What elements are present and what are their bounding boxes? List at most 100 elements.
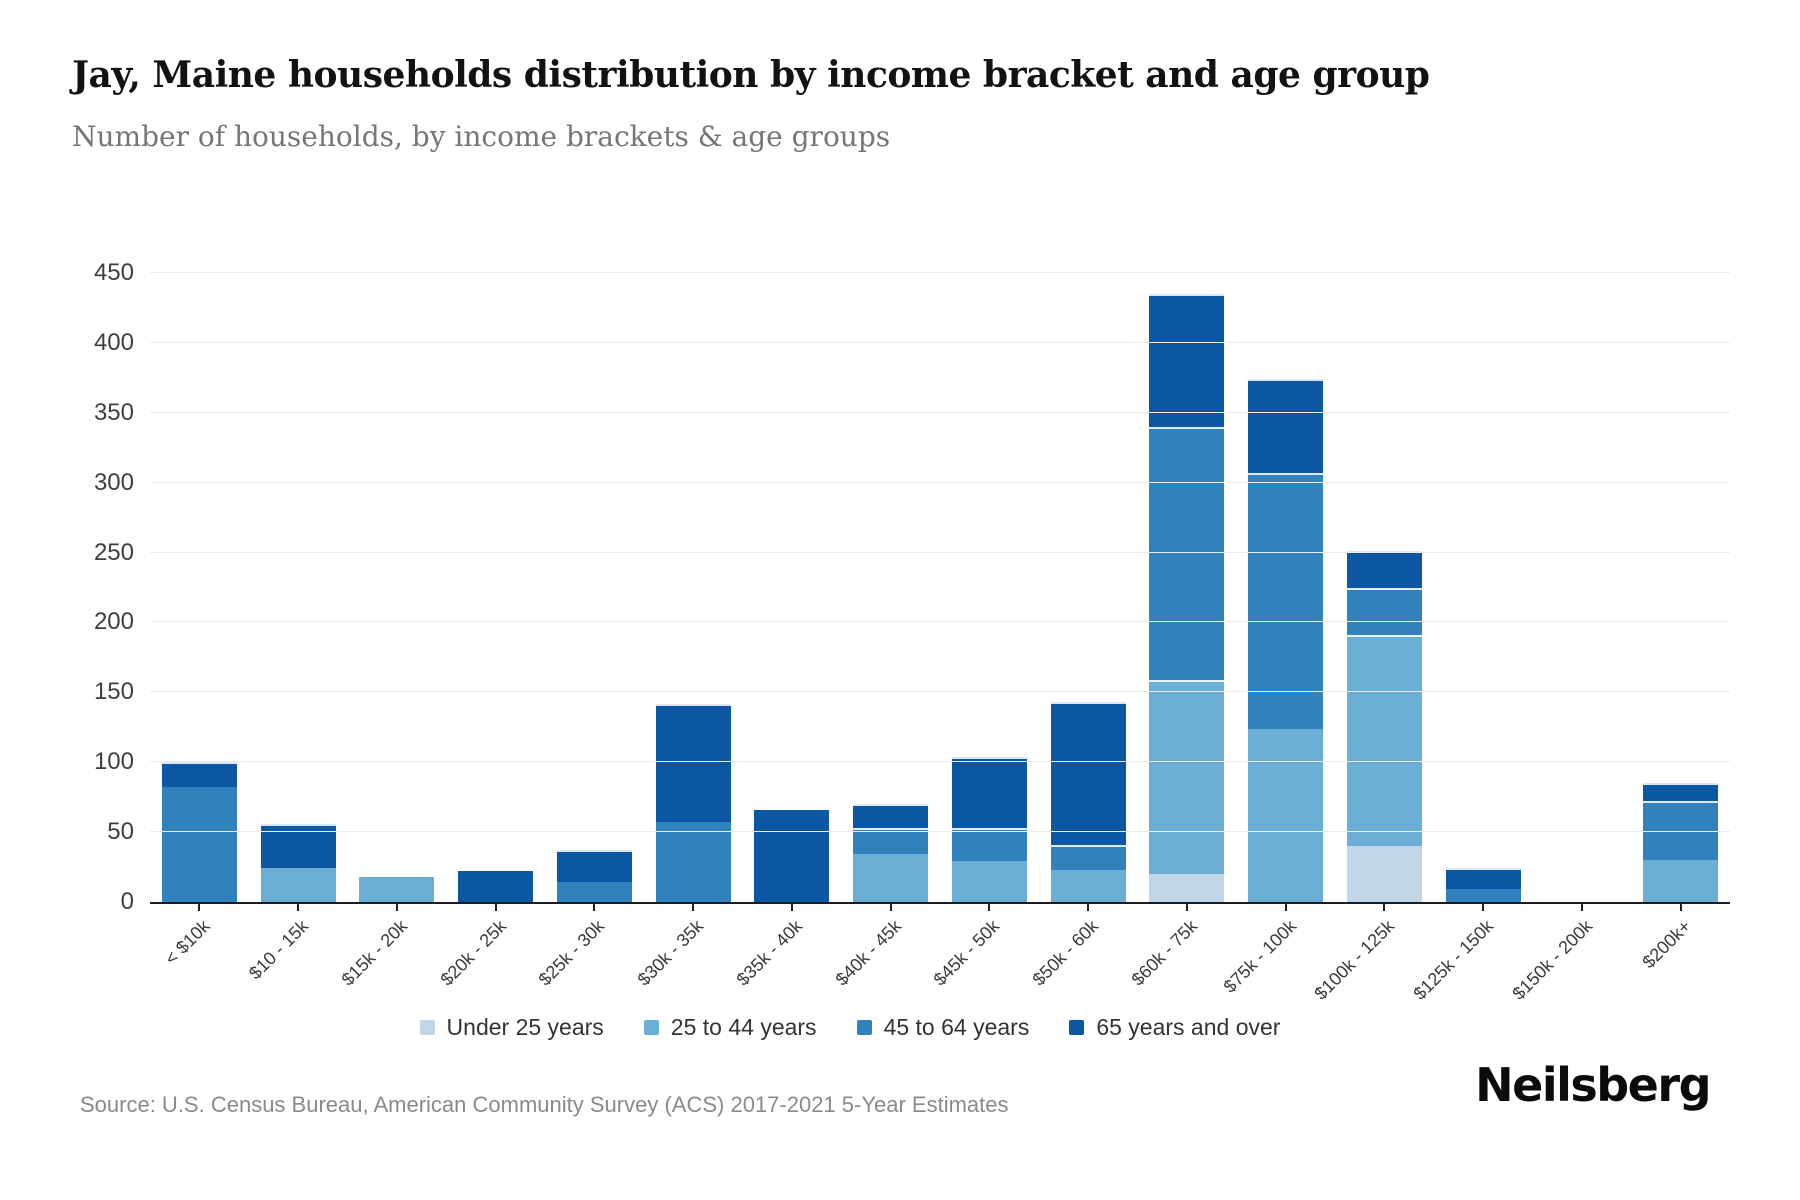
bar-segment-45-to-64-years[interactable] [1346, 587, 1422, 636]
gridline-300 [150, 481, 1730, 483]
bar-segment-25-to-44-years[interactable] [853, 854, 929, 902]
x-axis-tick [1383, 904, 1386, 911]
x-axis-tick [198, 904, 201, 911]
legend-item-25-to-44-years[interactable]: 25 to 44 years [643, 1014, 817, 1041]
gridline-150 [150, 691, 1730, 693]
y-axis-label-450: 450 [93, 259, 134, 286]
bar-segment-65-years-and-over[interactable] [458, 871, 534, 902]
bar-segment-25-to-44-years[interactable] [1643, 860, 1719, 902]
legend-label-65-years-and-over: 65 years and over [1096, 1014, 1281, 1040]
bar-segment-65-years-and-over[interactable] [951, 756, 1027, 828]
bar-segment-25-to-44-years[interactable] [1346, 635, 1422, 847]
x-axis-tick [1185, 904, 1188, 911]
x-axis-tick [1482, 904, 1485, 911]
bar-slot-150k-200k: $150k - 200k [1508, 273, 1632, 1004]
y-axis-label-250: 250 [93, 538, 134, 566]
bar-segment-65-years-and-over[interactable] [1445, 868, 1521, 890]
bar-slot-200k: $200k+ [1631, 273, 1730, 972]
bar-segment-65-years-and-over[interactable] [556, 850, 632, 883]
legend-swatch-under-25-years [419, 1020, 435, 1035]
x-axis-tick [1580, 904, 1583, 911]
x-axis-tick [395, 904, 398, 911]
bar-slot-10k: < $10k [150, 273, 249, 969]
x-axis-label-25k-30k: $25k - 30k [534, 916, 609, 990]
bar-segment-65-years-and-over[interactable] [1643, 783, 1719, 802]
page-title: Jay, Maine households distribution by in… [72, 54, 1430, 96]
x-axis-label-75k-100k: $75k - 100k [1219, 916, 1300, 997]
x-axis-label-60k-75k: $60k - 75k [1127, 916, 1202, 990]
bar-slot-25k-30k: $25k - 30k [535, 273, 644, 990]
legend-item-45-to-64-years[interactable]: 45 to 64 years [856, 1014, 1030, 1041]
bar-segment-45-to-64-years[interactable] [1248, 472, 1324, 729]
gridline-400 [150, 341, 1730, 343]
bar-segment-25-to-44-years[interactable] [260, 868, 336, 902]
bar-segment-45-to-64-years[interactable] [1149, 426, 1225, 680]
bar-slot-100k-125k: $100k - 125k [1311, 273, 1434, 1004]
x-axis-tick [1087, 904, 1090, 911]
bar-segment-45-to-64-years[interactable] [655, 822, 731, 902]
source-note: Source: U.S. Census Bureau, American Com… [80, 1092, 1009, 1117]
bar-segment-45-to-64-years[interactable] [161, 787, 237, 902]
bar-segment-65-years-and-over[interactable] [1149, 294, 1225, 427]
x-axis-tick [988, 904, 991, 911]
y-axis-label-50: 50 [107, 818, 134, 846]
plot-area: < $10k $10 - 15k $15k - 20k $20k - 25k $25k … [150, 272, 1730, 1004]
y-axis-label-200: 200 [93, 608, 134, 636]
bar-slot-35k-40k: $35k - 40k [732, 273, 842, 990]
bar-segment-under-25-years[interactable] [1149, 874, 1225, 902]
legend-label-45-to-64-years: 45 to 64 years [883, 1014, 1030, 1040]
gridline-250 [150, 551, 1730, 553]
x-axis-label-30k-35k: $30k - 35k [633, 916, 708, 990]
bar-segment-45-to-64-years[interactable] [556, 882, 632, 902]
x-axis-label-15k-20k: $15k - 20k [337, 916, 412, 990]
x-axis-tick [297, 904, 300, 911]
bar-segment-65-years-and-over[interactable] [853, 804, 929, 828]
x-axis-label-150k-200k: $150k - 200k [1508, 916, 1597, 1004]
bar-segment-45-to-64-years[interactable] [1445, 889, 1521, 902]
bar-slot-75k-100k: $75k - 100k [1219, 273, 1335, 997]
y-axis-label-300: 300 [93, 468, 134, 496]
bar-segment-45-to-64-years[interactable] [951, 827, 1027, 862]
bar-segment-45-to-64-years[interactable] [1050, 844, 1126, 870]
page-subtitle: Number of households, by income brackets… [72, 120, 891, 153]
neilsberg-logo[interactable]: Neilsberg [1475, 1058, 1711, 1112]
x-axis-tick [494, 904, 497, 911]
bar-slot-20k-25k: $20k - 25k [436, 273, 545, 990]
bar-slot-125k-150k: $125k - 150k [1410, 273, 1533, 1004]
x-axis-tick [1284, 904, 1287, 911]
bar-slot-50k-60k: $50k - 60k [1029, 273, 1138, 990]
x-axis-tick [889, 904, 892, 911]
legend-item-under-25-years[interactable]: Under 25 years [419, 1014, 604, 1041]
x-axis-label-20k-25k: $20k - 25k [436, 916, 510, 990]
gridline-200 [150, 621, 1730, 623]
bar-segment-25-to-44-years[interactable] [1149, 679, 1225, 875]
bar-segment-65-years-and-over[interactable] [1050, 702, 1126, 845]
bar-segment-25-to-44-years[interactable] [359, 876, 435, 902]
bar-segment-45-to-64-years[interactable] [853, 827, 929, 855]
legend-label-25-to-44-years: 25 to 44 years [670, 1014, 817, 1040]
bar-segment-under-25-years[interactable] [1346, 846, 1422, 902]
bar-segment-65-years-and-over[interactable] [754, 809, 830, 902]
bar-segment-65-years-and-over[interactable] [1346, 551, 1422, 588]
x-axis-label-45k-50k: $45k - 50k [929, 916, 1004, 990]
bar-slot-10-15k: $10 - 15k [245, 273, 348, 983]
bar-segment-65-years-and-over[interactable] [161, 762, 237, 788]
bar-segment-25-to-44-years[interactable] [1050, 869, 1126, 902]
legend-item-65-years-and-over[interactable]: 65 years and over [1069, 1014, 1280, 1041]
bar-segment-25-to-44-years[interactable] [951, 861, 1027, 902]
gridline-50 [150, 831, 1730, 833]
gridline-450 [150, 272, 1730, 273]
gridline-100 [150, 761, 1730, 763]
y-axis-label-350: 350 [93, 398, 134, 426]
x-axis-label-40k-45k: $40k - 45k [831, 916, 905, 990]
bar-segment-65-years-and-over[interactable] [655, 703, 731, 823]
bar-segment-45-to-64-years[interactable] [1643, 801, 1719, 861]
y-axis-label-150: 150 [93, 678, 134, 706]
legend-label-under-25-years: Under 25 years [446, 1014, 604, 1040]
bar-slot-40k-45k: $40k - 45k [831, 273, 940, 990]
bar-segment-25-to-44-years[interactable] [1248, 728, 1324, 902]
x-axis-tick [790, 904, 793, 911]
x-axis-label-100k-125k: $100k - 125k [1310, 916, 1399, 1004]
bar-segment-65-years-and-over[interactable] [1248, 379, 1324, 473]
